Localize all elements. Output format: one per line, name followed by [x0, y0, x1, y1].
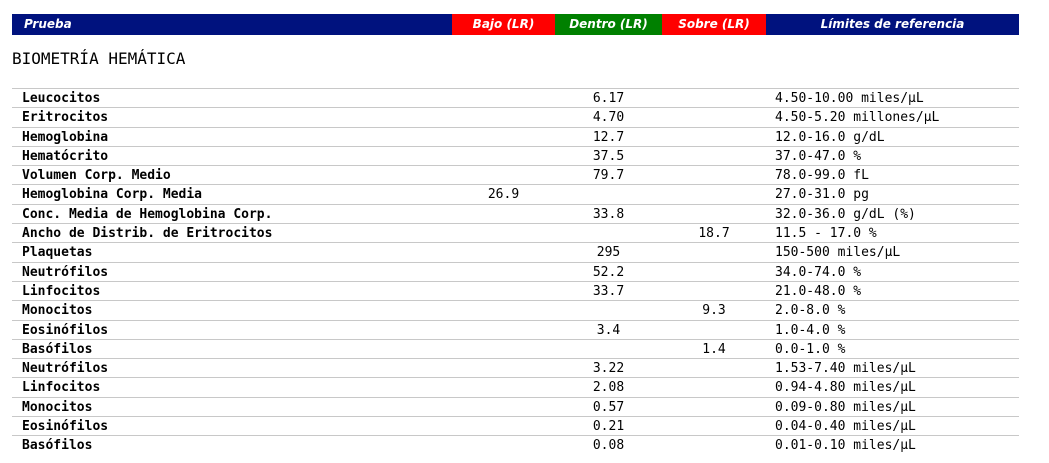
table-row: Basófilos 0.08 0.01-0.10 miles/µL	[12, 435, 1019, 454]
value-dentro: 79.7	[592, 168, 625, 184]
table-row: Basófilos 1.4 0.0-1.0 %	[12, 338, 1019, 358]
value-dentro: 295	[596, 245, 621, 261]
reference-range: 1.0-4.0 %	[775, 322, 846, 338]
test-name: Eritrocitos	[22, 110, 109, 126]
reference-range: 2.0-8.0 %	[775, 303, 846, 319]
reference-range: 150-500 miles/µL	[775, 245, 901, 261]
table-row: Hemoglobina 12.7 12.0-16.0 g/dL	[12, 126, 1019, 146]
value-sobre: 18.7	[698, 226, 730, 242]
table-row: Neutrófilos 52.2 34.0-74.0 %	[12, 261, 1019, 281]
header-limites: Límites de referencia	[766, 14, 1019, 35]
results-table: Leucocitos 6.17 4.50-10.00 miles/µL Eritroc…	[12, 88, 1019, 455]
value-dentro: 12.7	[592, 129, 625, 145]
reference-range: 12.0-16.0 g/dL	[775, 129, 885, 145]
value-dentro: 33.7	[592, 283, 625, 299]
value-sobre: 9.3	[702, 303, 726, 319]
value-dentro: 37.5	[592, 148, 625, 164]
test-name: Monocitos	[22, 399, 93, 415]
reference-range: 4.50-5.20 millones/µL	[775, 110, 940, 126]
test-name: Ancho de Distrib. de Eritrocitos	[22, 226, 273, 242]
test-name: Volumen Corp. Medio	[22, 168, 171, 184]
value-bajo: 26.9	[487, 187, 520, 203]
value-dentro: 0.21	[592, 419, 625, 435]
test-name: Eosinófilos	[22, 419, 109, 435]
test-name: Hemoglobina Corp. Media	[22, 187, 203, 203]
reference-range: 0.09-0.80 miles/µL	[775, 399, 916, 415]
table-row: Neutrófilos 3.22 1.53-7.40 miles/µL	[12, 358, 1019, 377]
table-row: Linfocitos 2.08 0.94-4.80 miles/µL	[12, 377, 1019, 396]
table-row: Eritrocitos 4.70 4.50-5.20 millones/µL	[12, 107, 1019, 126]
test-name: Linfocitos	[22, 283, 101, 299]
test-name: Linfocitos	[22, 380, 101, 396]
value-dentro: 6.17	[592, 91, 625, 106]
header-dentro: Dentro (LR)	[555, 14, 662, 35]
table-row: Ancho de Distrib. de Eritrocitos 18.7 11.5…	[12, 223, 1019, 242]
table-row: Monocitos 9.3 2.0-8.0 %	[12, 300, 1019, 319]
table-row: Eosinófilos 0.21 0.04-0.40 miles/µL	[12, 416, 1019, 435]
test-name: Neutrófilos	[22, 361, 109, 377]
value-dentro: 0.08	[592, 438, 625, 454]
test-name: Eosinófilos	[22, 322, 109, 338]
reference-range: 32.0-36.0 g/dL (%)	[775, 206, 916, 222]
header-sobre: Sobre (LR)	[662, 14, 766, 35]
section-title: BIOMETRÍA HEMÁTICA	[12, 49, 186, 68]
table-row: Linfocitos 33.7 21.0-48.0 %	[12, 280, 1019, 300]
reference-range: 4.50-10.00 miles/µL	[775, 91, 924, 106]
table-row: Hemoglobina Corp. Media 26.9 27.0-31.0 pg	[12, 184, 1019, 203]
reference-range: 11.5 - 17.0 %	[775, 226, 877, 242]
reference-range: 21.0-48.0 %	[775, 283, 862, 299]
table-row: Monocitos 0.57 0.09-0.80 miles/µL	[12, 396, 1019, 416]
table-row: Eosinófilos 3.4 1.0-4.0 %	[12, 319, 1019, 339]
test-name: Hemoglobina	[22, 129, 109, 145]
table-row: Volumen Corp. Medio 79.7 78.0-99.0 fL	[12, 165, 1019, 184]
reference-range: 0.01-0.10 miles/µL	[775, 438, 916, 454]
header-prueba: Prueba	[12, 14, 452, 35]
value-dentro: 3.22	[592, 361, 625, 377]
value-dentro: 2.08	[592, 380, 625, 396]
value-dentro: 33.8	[592, 206, 625, 222]
test-name: Plaquetas	[22, 245, 93, 261]
reference-range: 37.0-47.0 %	[775, 148, 862, 164]
value-sobre: 1.4	[702, 341, 726, 357]
table-row: Leucocitos 6.17 4.50-10.00 miles/µL	[12, 88, 1019, 107]
test-name: Monocitos	[22, 303, 93, 319]
test-name: Basófilos	[22, 438, 93, 454]
header-bajo: Bajo (LR)	[452, 14, 555, 35]
reference-range: 0.94-4.80 miles/µL	[775, 380, 916, 396]
table-row: Conc. Media de Hemoglobina Corp. 33.8 32.0…	[12, 203, 1019, 223]
test-name: Basófilos	[22, 341, 93, 357]
value-dentro: 52.2	[592, 264, 625, 280]
test-name: Hematócrito	[22, 148, 109, 164]
value-dentro: 4.70	[592, 110, 625, 126]
table-row: Hematócrito 37.5 37.0-47.0 %	[12, 145, 1019, 165]
value-dentro: 0.57	[592, 399, 625, 415]
reference-range: 1.53-7.40 miles/µL	[775, 361, 916, 377]
value-dentro: 3.4	[596, 322, 621, 338]
test-name: Neutrófilos	[22, 264, 109, 280]
table-row: Plaquetas 295 150-500 miles/µL	[12, 242, 1019, 261]
reference-range: 0.0-1.0 %	[775, 341, 846, 357]
reference-range: 0.04-0.40 miles/µL	[775, 419, 916, 435]
test-name: Conc. Media de Hemoglobina Corp.	[22, 206, 273, 222]
reference-range: 27.0-31.0 pg	[775, 187, 869, 203]
reference-range: 34.0-74.0 %	[775, 264, 862, 280]
reference-range: 78.0-99.0 fL	[775, 168, 869, 184]
test-name: Leucocitos	[22, 91, 101, 106]
results-header: Prueba Bajo (LR) Dentro (LR) Sobre (LR) …	[12, 14, 1019, 35]
